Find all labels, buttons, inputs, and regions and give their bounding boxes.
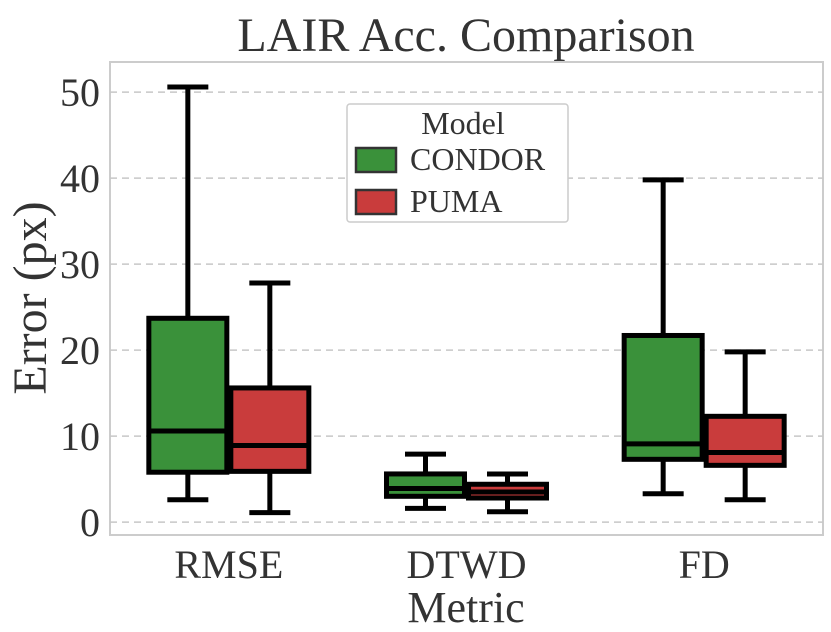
- x-tick-label-rmse: RMSE: [174, 542, 283, 587]
- y-tick-label-20: 20: [60, 328, 100, 373]
- iqr-box: [621, 332, 705, 462]
- legend-swatch-condor: [354, 146, 398, 174]
- y-tick-label-50: 50: [60, 70, 100, 115]
- chart-title: LAIR Acc. Comparison: [237, 9, 694, 62]
- x-axis-label: Metric: [407, 583, 524, 632]
- legend-label-condor: CONDOR: [410, 141, 546, 177]
- box-condor-rmse: [146, 84, 230, 503]
- iqr-box: [146, 315, 230, 475]
- box-puma-rmse: [228, 280, 312, 516]
- legend-label-puma: PUMA: [410, 183, 502, 219]
- box-series: [146, 84, 787, 516]
- legend-swatch-puma: [354, 188, 398, 216]
- x-tick-label-dtwd: DTWD: [407, 542, 527, 587]
- x-tick-labels: RMSE DTWD FD: [174, 542, 729, 587]
- iqr-box: [228, 385, 312, 474]
- iqr-box: [703, 413, 787, 468]
- y-tick-label-0: 0: [80, 500, 100, 545]
- box-puma-dtwd: [466, 471, 549, 515]
- x-tick-label-fd: FD: [679, 542, 730, 587]
- y-tick-label-30: 30: [60, 242, 100, 287]
- box-puma-fd: [703, 349, 787, 503]
- iqr-box: [384, 471, 467, 499]
- legend-title: Model: [421, 105, 505, 141]
- box-condor-dtwd: [384, 451, 467, 511]
- y-axis-label: Error (px): [4, 201, 57, 394]
- y-tick-label-10: 10: [60, 414, 100, 459]
- y-tick-label-40: 40: [60, 156, 100, 201]
- box-condor-fd: [621, 177, 705, 497]
- y-tick-labels: 0 10 20 30 40 50: [60, 70, 100, 545]
- legend-frame: [346, 103, 569, 223]
